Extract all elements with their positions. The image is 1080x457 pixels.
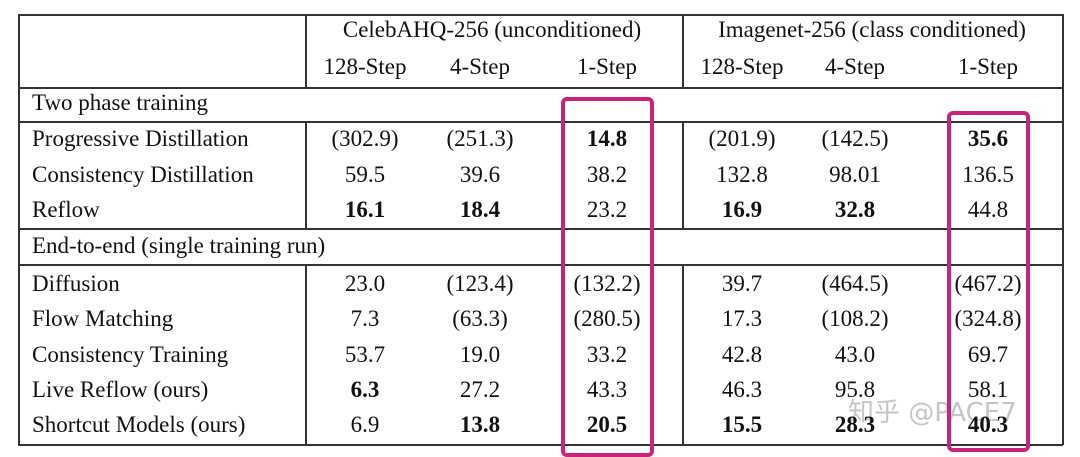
step-header: 128-Step bbox=[700, 54, 784, 79]
cell: 14.8 bbox=[586, 126, 628, 151]
cell: 23.0 bbox=[344, 271, 386, 296]
cell: 16.1 bbox=[344, 197, 386, 222]
step-header: 4-Step bbox=[824, 54, 886, 79]
rule bbox=[18, 264, 1063, 266]
cell: 18.4 bbox=[459, 197, 501, 222]
rule bbox=[18, 14, 1063, 16]
cell: 38.2 bbox=[586, 162, 628, 187]
row-label: Consistency Training bbox=[32, 342, 229, 367]
rule bbox=[18, 87, 1063, 89]
rule bbox=[18, 14, 20, 445]
rule bbox=[1062, 14, 1064, 445]
cell: (251.3) bbox=[446, 126, 514, 151]
row-label: Reflow bbox=[32, 197, 100, 222]
row-label: Diffusion bbox=[32, 271, 120, 296]
cell: 27.2 bbox=[459, 377, 501, 402]
cell: 44.8 bbox=[967, 197, 1009, 222]
step-header: 4-Step bbox=[449, 54, 511, 79]
cell: (142.5) bbox=[821, 126, 889, 151]
row-label: Flow Matching bbox=[32, 306, 174, 331]
rule bbox=[18, 444, 1063, 446]
cell: 17.3 bbox=[721, 306, 763, 331]
cell: 132.8 bbox=[716, 162, 768, 187]
cell: 53.7 bbox=[344, 342, 386, 367]
cell: 43.0 bbox=[834, 342, 876, 367]
cell: 39.6 bbox=[459, 162, 501, 187]
watermark: 知乎 @PACE7 bbox=[848, 398, 1017, 428]
cell: 43.3 bbox=[586, 377, 628, 402]
step-header: 1-Step bbox=[957, 54, 1019, 79]
cell: 23.2 bbox=[586, 197, 628, 222]
cell: (123.4) bbox=[446, 271, 514, 296]
highlight-box bbox=[561, 97, 654, 457]
rule bbox=[682, 14, 684, 88]
cell: (324.8) bbox=[954, 306, 1022, 331]
rule bbox=[18, 121, 1063, 123]
highlight-box bbox=[947, 111, 1030, 452]
rule bbox=[18, 228, 1063, 230]
cell: (467.2) bbox=[954, 271, 1022, 296]
cell: 20.5 bbox=[586, 412, 628, 437]
cell: 95.8 bbox=[834, 377, 876, 402]
cell: 42.8 bbox=[721, 342, 763, 367]
cell: (132.2) bbox=[573, 271, 641, 296]
cell: 35.6 bbox=[967, 126, 1009, 151]
section-title: Two phase training bbox=[32, 90, 208, 115]
row-label: Progressive Distillation bbox=[32, 126, 249, 151]
cell: (108.2) bbox=[821, 306, 889, 331]
cell: 40.3 bbox=[967, 412, 1009, 437]
rule bbox=[305, 14, 307, 88]
cell: 28.3 bbox=[834, 412, 876, 437]
cell: 16.9 bbox=[721, 197, 763, 222]
section-title: End-to-end (single training run) bbox=[32, 233, 326, 258]
step-header: 128-Step bbox=[323, 54, 407, 79]
cell: 69.7 bbox=[967, 342, 1009, 367]
step-header: 1-Step bbox=[576, 54, 638, 79]
cell: 6.9 bbox=[350, 412, 380, 437]
cell: 6.3 bbox=[350, 377, 380, 402]
rule bbox=[682, 121, 684, 229]
cell: 58.1 bbox=[967, 377, 1009, 402]
cell: 32.8 bbox=[834, 197, 876, 222]
cell: 59.5 bbox=[344, 162, 386, 187]
cell: (63.3) bbox=[452, 306, 508, 331]
cell: 19.0 bbox=[459, 342, 501, 367]
rule bbox=[305, 121, 307, 229]
row-label: Consistency Distillation bbox=[32, 162, 254, 187]
row-label: Live Reflow (ours) bbox=[32, 377, 209, 402]
rule bbox=[305, 264, 307, 445]
cell: 33.2 bbox=[586, 342, 628, 367]
row-label: Shortcut Models (ours) bbox=[32, 412, 246, 437]
cell: 46.3 bbox=[721, 377, 763, 402]
group-header: Imagenet-256 (class conditioned) bbox=[718, 17, 1026, 42]
cell: (280.5) bbox=[573, 306, 641, 331]
group-header: CelebAHQ-256 (unconditioned) bbox=[342, 17, 642, 42]
rule bbox=[682, 264, 684, 445]
cell: (302.9) bbox=[331, 126, 399, 151]
cell: 39.7 bbox=[721, 271, 763, 296]
cell: (201.9) bbox=[708, 126, 776, 151]
cell: 98.01 bbox=[829, 162, 881, 187]
cell: 13.8 bbox=[459, 412, 501, 437]
cell: (464.5) bbox=[821, 271, 889, 296]
cell: 136.5 bbox=[962, 162, 1014, 187]
cell: 15.5 bbox=[721, 412, 763, 437]
cell: 7.3 bbox=[350, 306, 380, 331]
